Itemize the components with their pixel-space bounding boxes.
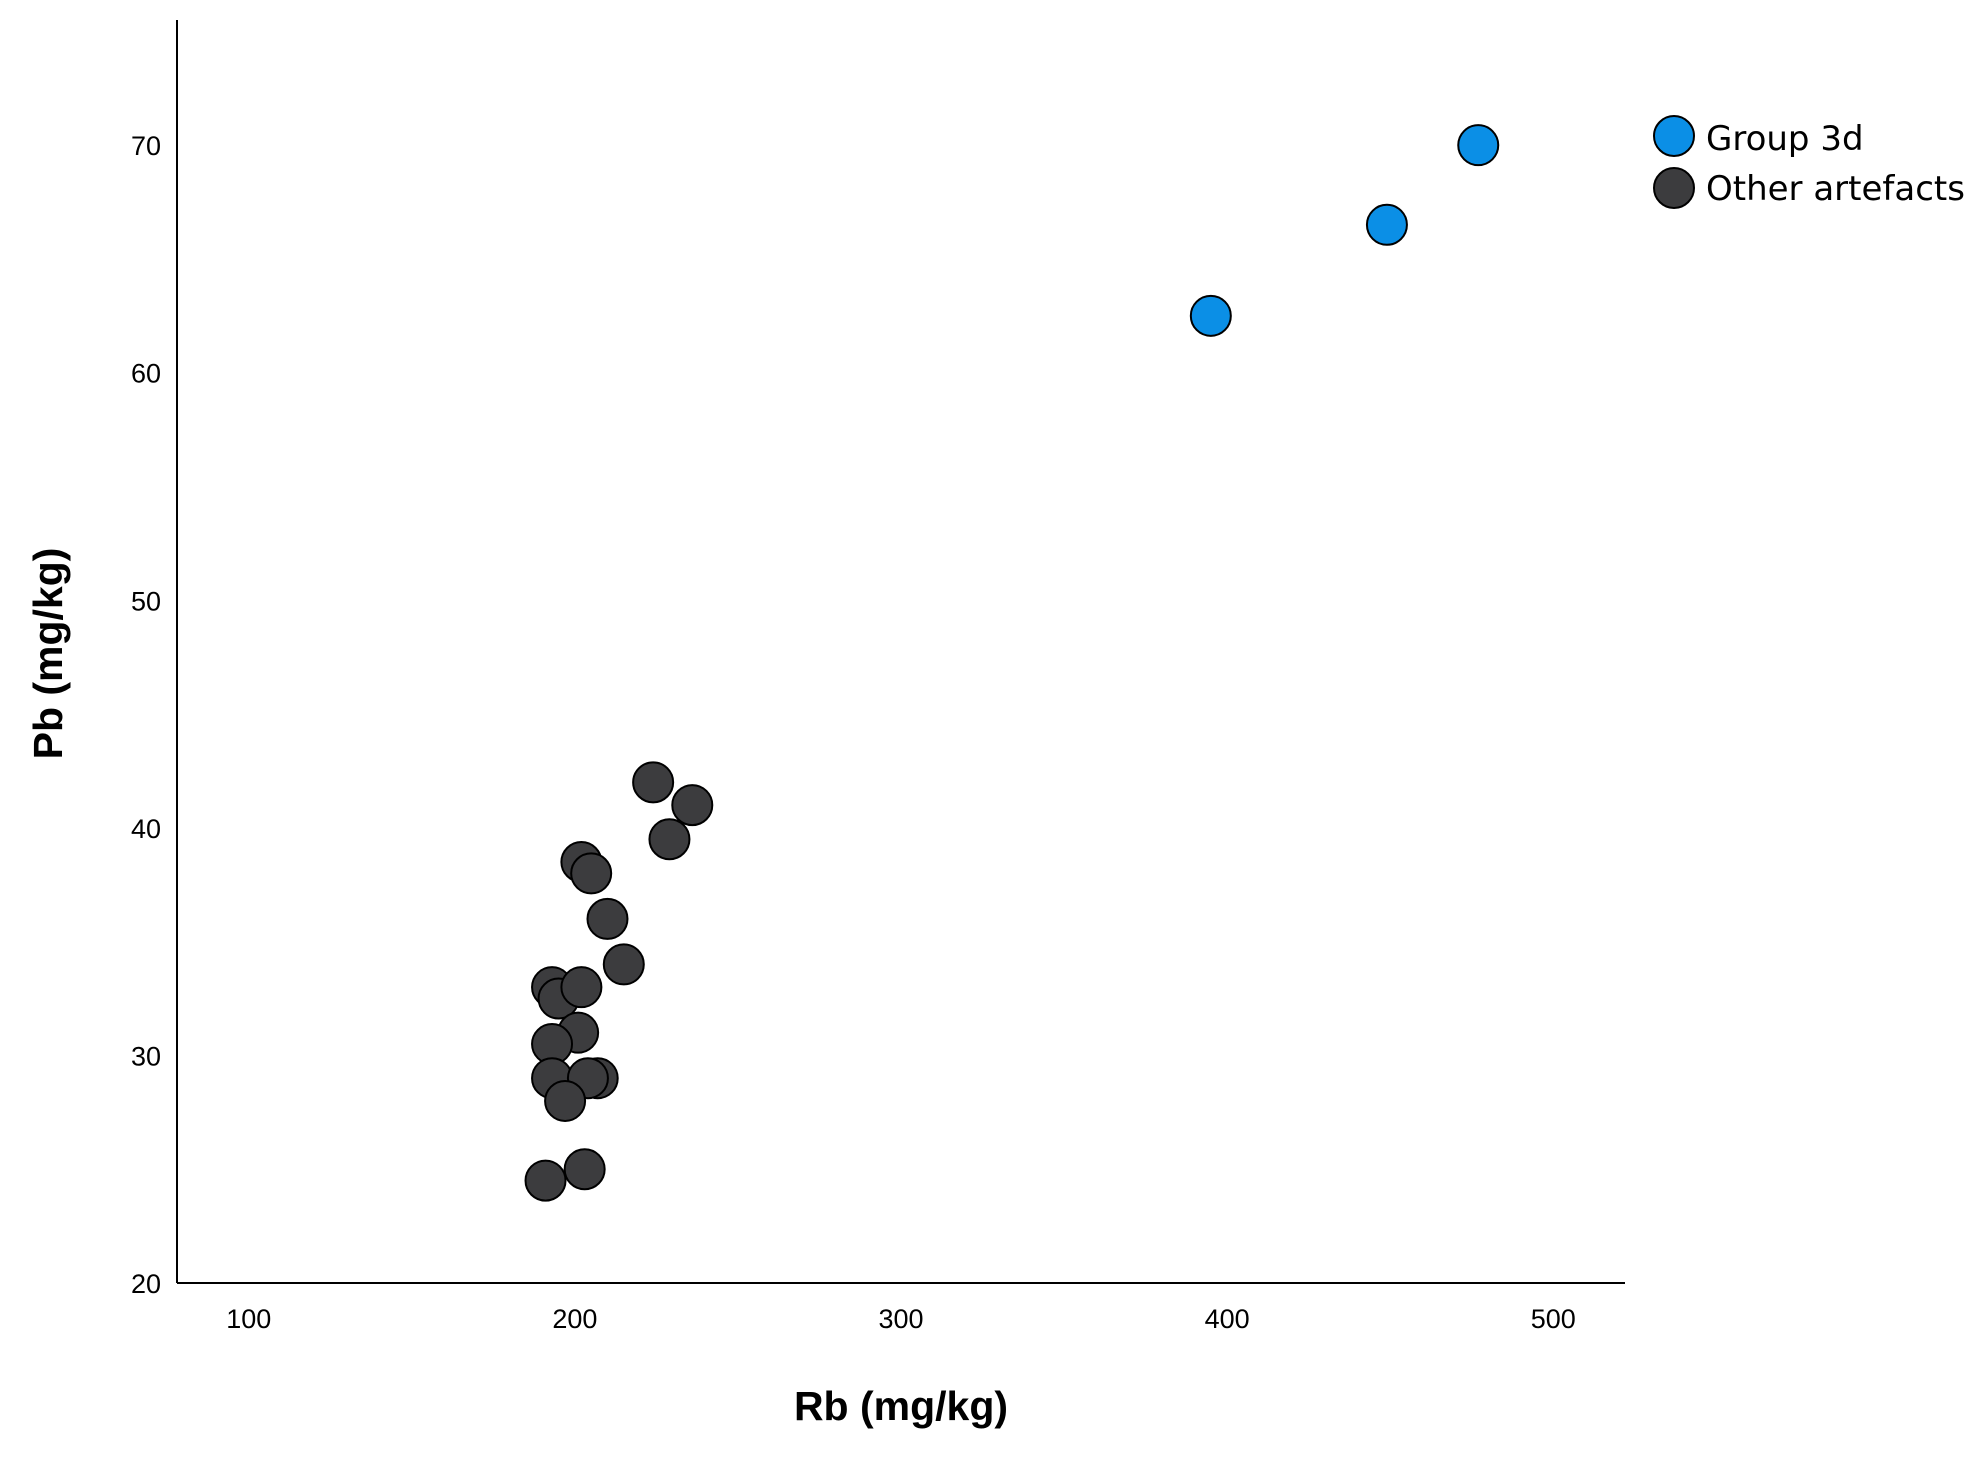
legend-label-other-artefacts: Other artefacts [1706, 169, 1965, 209]
legend: Group 3d Other artefacts [1653, 115, 1965, 209]
y-tick-label: 20 [131, 1269, 161, 1299]
x-tick-label: 100 [226, 1304, 271, 1334]
y-tick-label: 70 [131, 131, 161, 161]
x-axis-title: Rb (mg/kg) [794, 1383, 1008, 1429]
y-axis-ticks: 20 30 40 50 60 70 [131, 131, 161, 1299]
data-point-other-artefacts [602, 943, 645, 986]
x-tick-label: 500 [1531, 1304, 1576, 1334]
legend-marker-other-artefacts [1653, 167, 1695, 209]
data-point-other-artefacts [544, 1079, 587, 1122]
data-point-other-artefacts [648, 818, 691, 861]
y-tick-label: 30 [131, 1041, 161, 1071]
data-point-group-3d [1457, 124, 1500, 167]
data-point-group-3d [1189, 294, 1232, 337]
x-tick-label: 200 [552, 1304, 597, 1334]
legend-label-group-3d: Group 3d [1706, 119, 1864, 159]
y-axis-title: Pb (mg/kg) [25, 548, 71, 760]
legend-marker-group-3d [1653, 115, 1695, 157]
data-point-other-artefacts [560, 966, 603, 1009]
data-point-group-3d [1365, 203, 1408, 246]
x-tick-label: 300 [878, 1304, 923, 1334]
data-point-other-artefacts [632, 761, 675, 804]
x-tick-label: 400 [1205, 1304, 1250, 1334]
y-tick-label: 40 [131, 814, 161, 844]
data-point-other-artefacts [563, 1148, 606, 1191]
data-point-other-artefacts [671, 784, 714, 827]
data-point-other-artefacts [586, 897, 629, 940]
data-point-other-artefacts [524, 1159, 567, 1202]
y-tick-label: 50 [131, 586, 161, 616]
axes [176, 20, 1625, 1284]
data-points [524, 124, 1500, 1202]
y-tick-label: 60 [131, 359, 161, 389]
data-point-other-artefacts [570, 852, 613, 895]
x-axis-ticks: 100 200 300 400 500 [226, 1304, 1576, 1334]
